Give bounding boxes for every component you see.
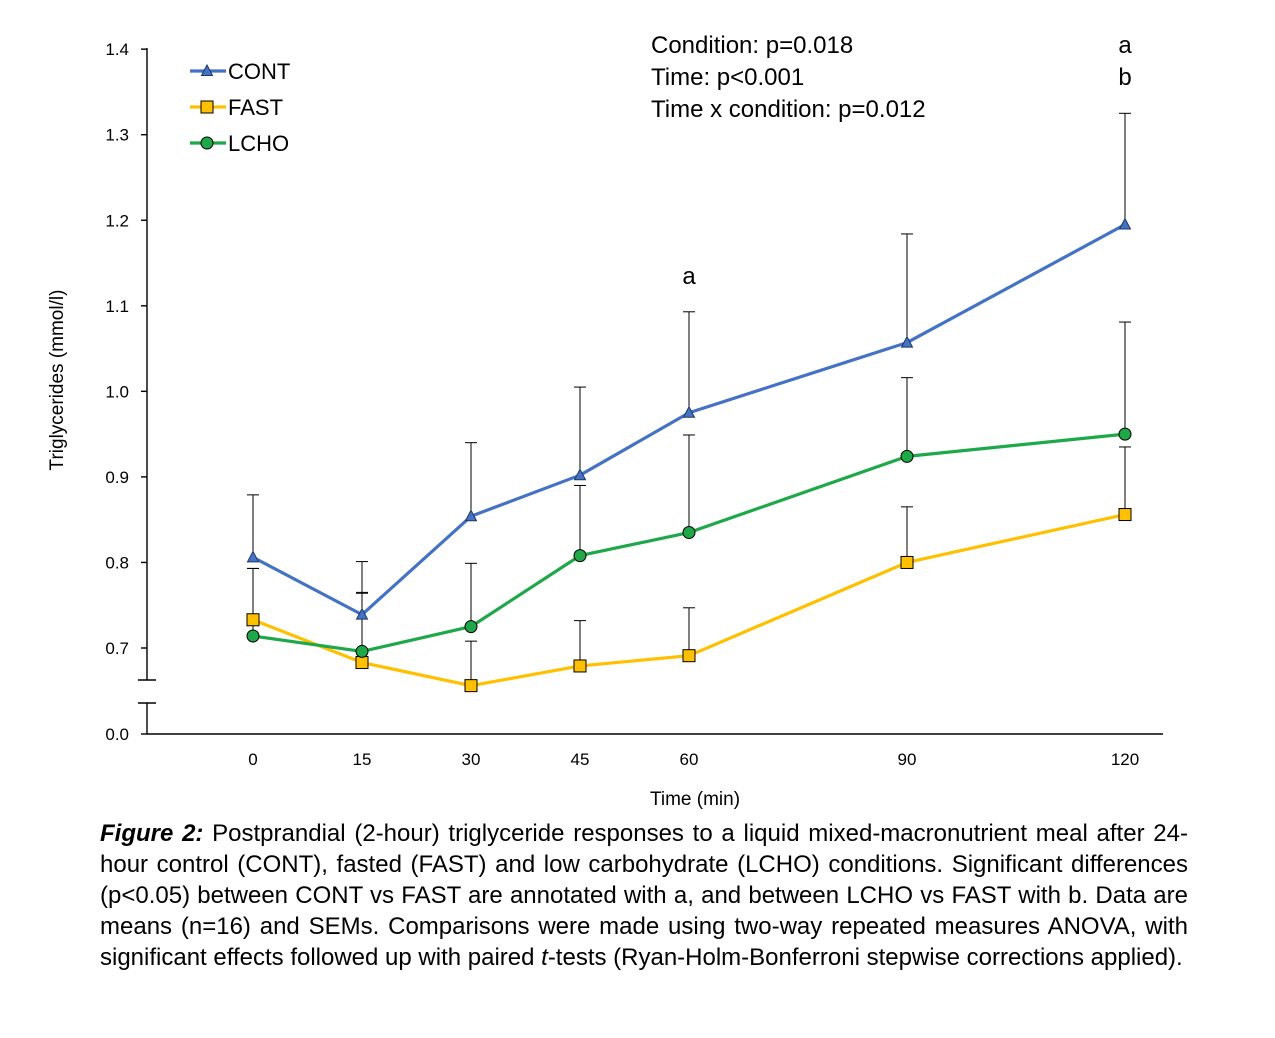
cont-point [464,509,478,522]
y-tick-label: 0.0 [105,725,129,744]
annotation-letter-a: a [682,263,696,290]
y-tick-label: 1.4 [105,40,129,59]
x-tick-label: 15 [353,750,372,769]
fast-point [1118,508,1132,522]
y-tick-label: 1.0 [105,382,129,401]
annotation-letter-b: b [1118,64,1131,91]
fast-point [246,613,260,627]
triglyceride-line-chart: 0.0 0.7 0.8 0.9 1.0 1.1 1.2 1.3 1.4 0 15 30 45 60 90 12… [47,32,1163,810]
legend-marker-cont [200,63,214,76]
x-tick-label: 120 [1111,750,1139,769]
cont-point [573,468,587,481]
caption-text: Postprandial (2-hour) triglyceride respo… [100,820,1188,971]
fast-point [464,679,478,693]
legend-marker-lcho [200,136,214,150]
cont-point [682,405,696,418]
legend: CONT FAST LCHO [190,59,290,156]
y-axis-title: Triglycerides (mmol/l) [47,290,68,471]
cont-point [1118,217,1132,230]
legend-label-fast: FAST [228,95,283,120]
x-tick-label: 90 [898,750,917,769]
x-tick-label: 0 [248,750,257,769]
y-tick-label: 0.9 [105,468,129,487]
error-bars [247,112,1131,686]
stat-time: Time: p<0.001 [651,64,805,91]
figure-caption: Figure 2: Postprandial (2-hour) triglyce… [100,818,1188,973]
stat-condition: Condition: p=0.018 [651,32,854,59]
series-markers [246,217,1132,693]
y-tick-label: 1.2 [105,211,129,230]
lcho-point [246,629,260,643]
annotation-letter-a: a [1118,32,1132,59]
lcho-point [355,644,369,658]
stat-interaction: Time x condition: p=0.012 [651,96,926,123]
x-tick-label: 60 [680,750,699,769]
cont-point [246,550,260,563]
lcho-point [1118,427,1132,441]
fast-point [900,555,914,569]
y-tick-label: 1.1 [105,297,129,316]
cont-point [900,335,914,348]
figure-label: Figure 2: [100,820,204,847]
significance-annotations: aab [682,32,1132,290]
fast-point [355,656,369,670]
caption-t-italic: t [541,944,548,971]
y-tick-label: 0.8 [105,553,129,572]
cont-point [355,607,369,620]
fast-point [573,659,587,673]
x-tick-label: 45 [571,750,590,769]
lcho-point [573,549,587,563]
lcho-point [682,526,696,540]
x-axis-title: Time (min) [650,789,740,810]
axes: 0.0 0.7 0.8 0.9 1.0 1.1 1.2 1.3 1.4 0 15 30 45 60 90 12… [47,40,1163,810]
x-tick-label: 30 [462,750,481,769]
fast-point [682,649,696,663]
lcho-point [900,449,914,463]
statistics-summary: Condition: p=0.018 Time: p<0.001 Time x … [651,30,926,126]
legend-label-cont: CONT [228,59,290,84]
y-tick-label: 0.7 [105,639,129,658]
legend-marker-fast [200,100,214,114]
legend-label-lcho: LCHO [228,131,289,156]
caption-text-end: -tests (Ryan-Holm-Bonferroni stepwise co… [547,944,1183,971]
y-tick-label: 1.3 [105,126,129,145]
lcho-point [464,620,478,634]
